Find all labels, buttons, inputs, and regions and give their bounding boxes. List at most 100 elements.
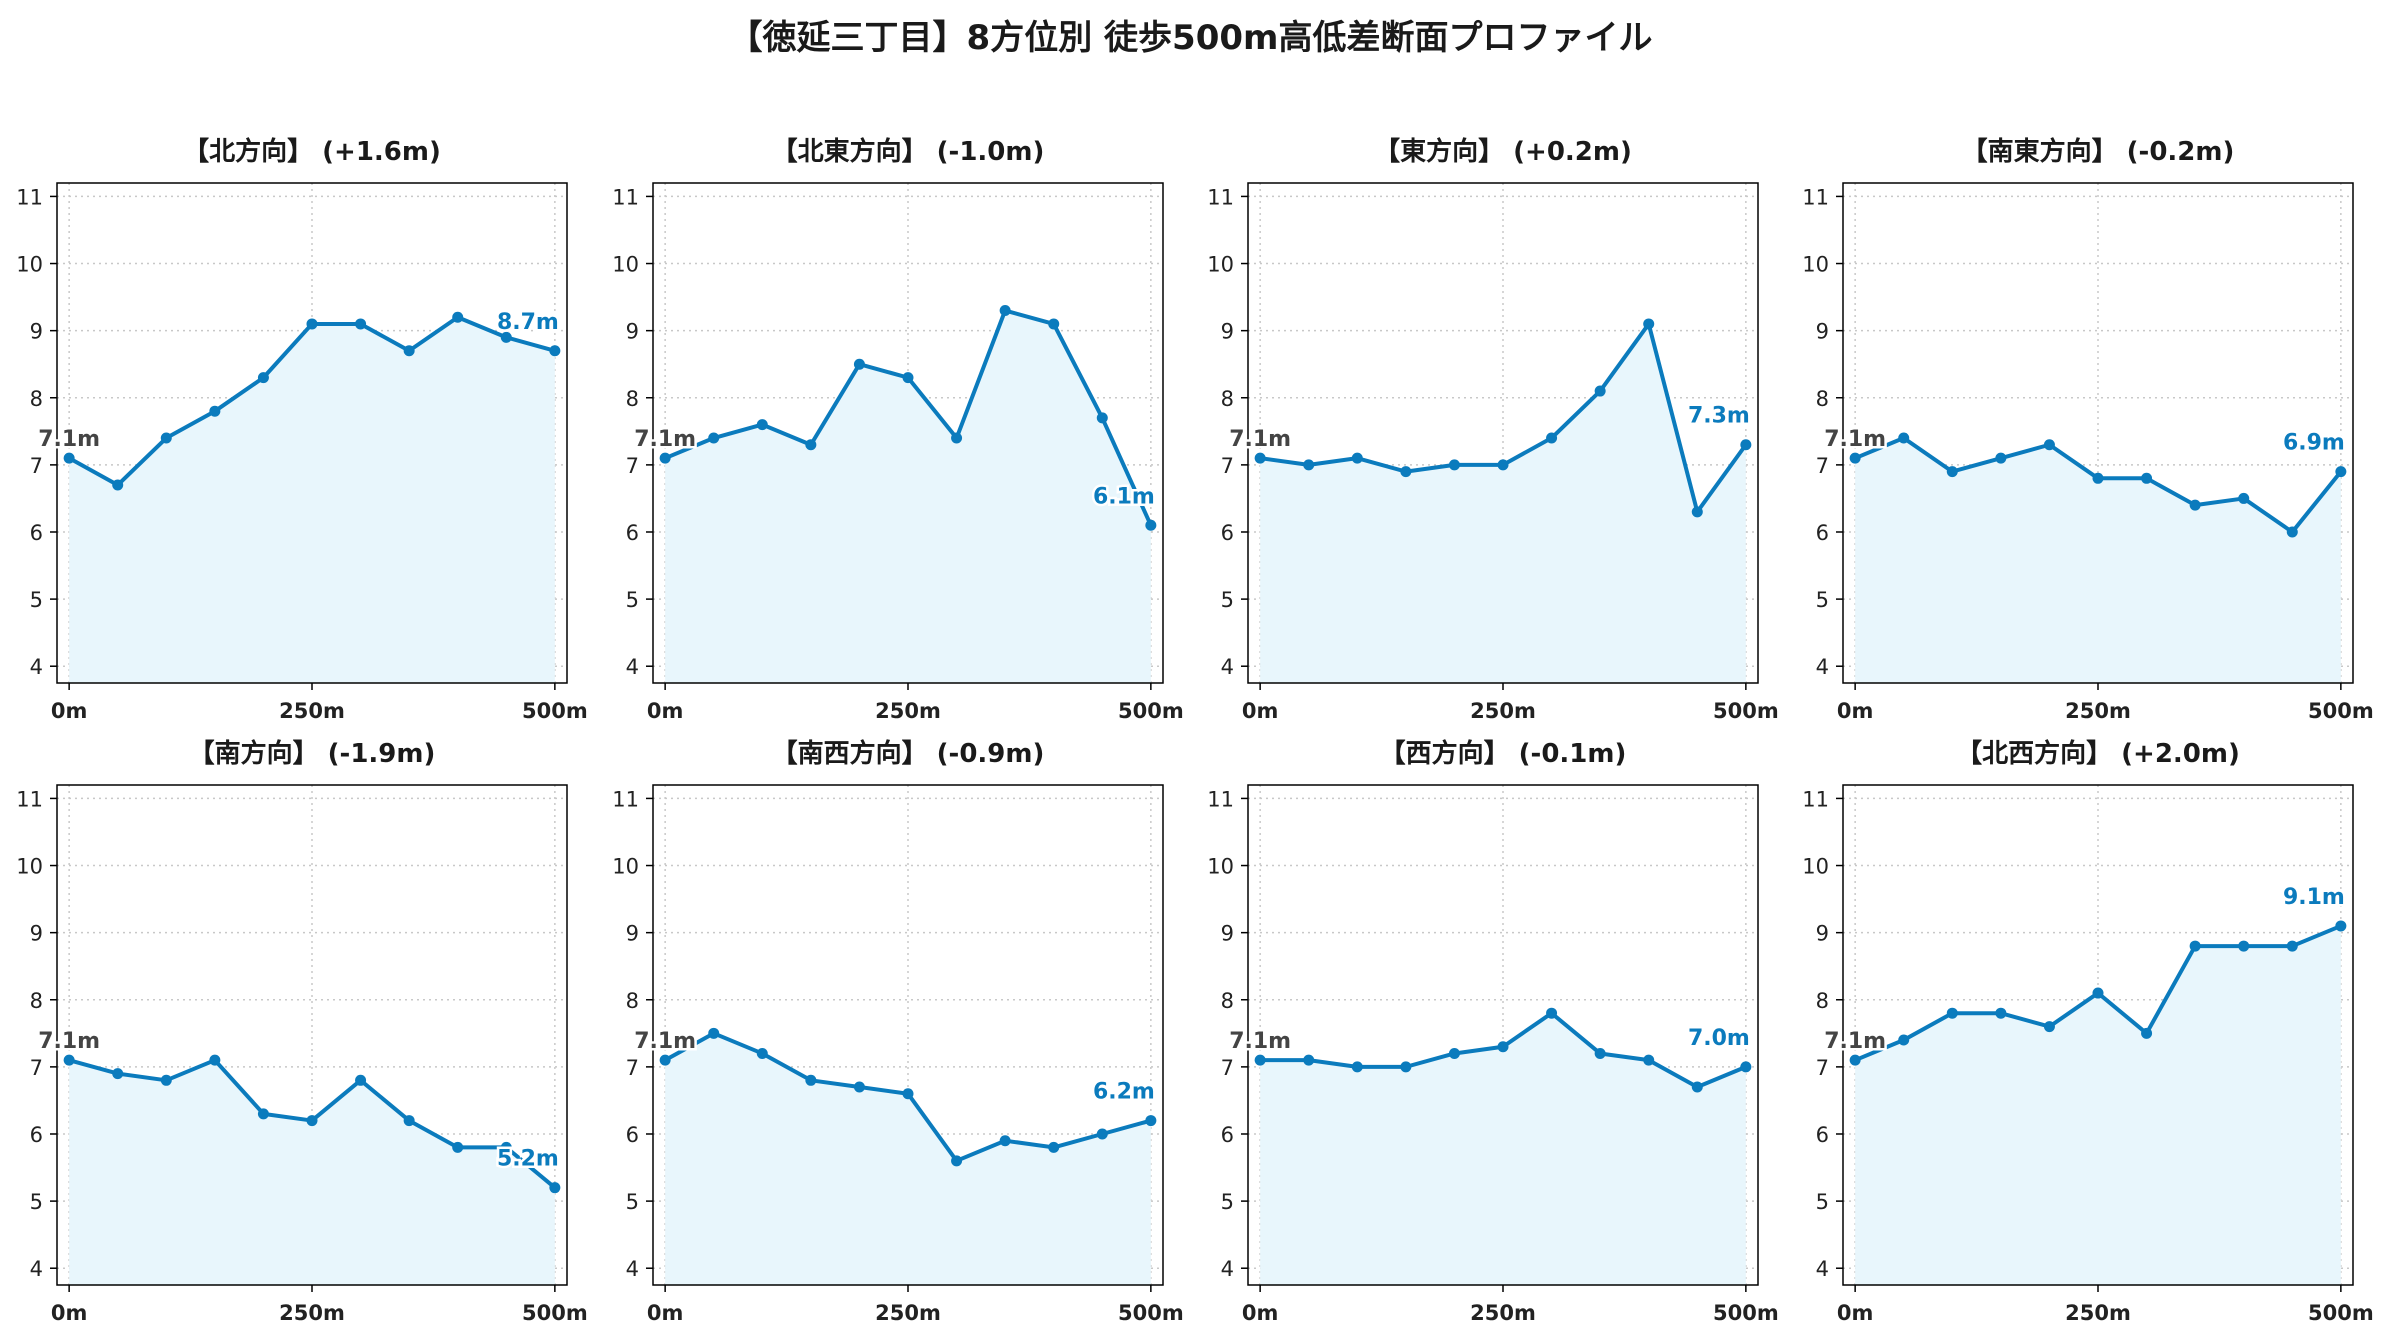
y-tick-label: 5 <box>30 1190 43 1214</box>
end-value-label: 9.1m <box>2283 885 2345 910</box>
data-point <box>2141 1027 2153 1039</box>
subplot-title: 【南西方向】 (-0.9m) <box>772 738 1045 769</box>
data-point <box>1594 385 1606 397</box>
data-point <box>1946 466 1958 478</box>
x-tick-label: 0m <box>647 699 684 723</box>
data-point <box>1497 1041 1509 1053</box>
y-tick-label: 9 <box>1816 922 1829 946</box>
x-tick-label: 250m <box>2065 699 2131 723</box>
y-tick-label: 9 <box>30 922 43 946</box>
data-point <box>2238 492 2250 504</box>
x-tick-label: 250m <box>1470 1301 1536 1325</box>
y-tick-label: 6 <box>626 521 639 545</box>
data-point <box>452 1141 464 1153</box>
x-tick-label: 500m <box>2308 699 2374 723</box>
data-point <box>805 1074 817 1086</box>
data-point <box>1145 519 1157 531</box>
y-tick-label: 8 <box>1221 989 1234 1013</box>
end-value-label: 7.3m <box>1688 404 1750 429</box>
y-tick-label: 6 <box>626 1123 639 1147</box>
x-tick-label: 250m <box>875 1301 941 1325</box>
end-value-label: 6.1m <box>1093 484 1155 509</box>
chart-panel-5: 【南方向】 (-1.9m) 4 5 6 7 8 9 10 11 0m 250m 500m 7.1m 5.2… <box>16 738 587 1325</box>
area-fill <box>69 317 555 683</box>
data-point <box>1995 1007 2007 1019</box>
data-point <box>708 1027 720 1039</box>
area-fill <box>1855 438 2341 683</box>
data-point <box>403 345 415 357</box>
data-point <box>257 1108 269 1120</box>
end-value-label: 7.0m <box>1688 1026 1750 1051</box>
data-point <box>355 318 367 330</box>
subplot-title: 【東方向】 (+0.2m) <box>1374 136 1632 167</box>
data-point <box>756 1047 768 1059</box>
data-point <box>403 1115 415 1127</box>
data-point <box>1351 1061 1363 1073</box>
y-tick-label: 4 <box>1816 1257 1829 1281</box>
data-point <box>1303 459 1315 471</box>
y-tick-label: 4 <box>30 655 43 679</box>
data-point <box>257 372 269 384</box>
y-tick-label: 11 <box>16 787 43 811</box>
x-tick-label: 0m <box>1837 699 1874 723</box>
y-tick-label: 11 <box>612 787 639 811</box>
data-point <box>452 311 464 323</box>
y-tick-label: 5 <box>626 1190 639 1214</box>
y-tick-label: 11 <box>1802 185 1829 209</box>
data-point <box>1740 1061 1752 1073</box>
y-tick-label: 8 <box>626 989 639 1013</box>
data-point <box>1254 452 1266 464</box>
y-tick-label: 10 <box>16 253 43 277</box>
y-tick-label: 5 <box>30 588 43 612</box>
y-tick-label: 10 <box>16 855 43 879</box>
data-point <box>549 1182 561 1194</box>
data-point <box>1303 1054 1315 1066</box>
end-value-label: 6.2m <box>1093 1080 1155 1105</box>
data-point <box>500 1141 512 1153</box>
data-point <box>1740 439 1752 451</box>
data-point <box>2286 526 2298 538</box>
data-point <box>951 1155 963 1167</box>
subplot-title: 【北方向】 (+1.6m) <box>183 136 441 167</box>
data-point <box>1448 1047 1460 1059</box>
subplot-title: 【南方向】 (-1.9m) <box>189 738 436 769</box>
area-fill <box>665 1033 1151 1285</box>
y-tick-label: 6 <box>1221 521 1234 545</box>
x-tick-label: 500m <box>2308 1301 2374 1325</box>
y-tick-label: 4 <box>626 655 639 679</box>
x-tick-label: 250m <box>875 699 941 723</box>
y-tick-label: 5 <box>1221 1190 1234 1214</box>
data-point <box>1546 1007 1558 1019</box>
x-tick-label: 500m <box>522 699 588 723</box>
data-point <box>1691 506 1703 518</box>
area-fill <box>665 310 1151 683</box>
y-tick-label: 7 <box>626 454 639 478</box>
end-value-label: 8.7m <box>497 310 559 335</box>
start-value-label: 7.1m <box>38 1029 100 1054</box>
y-tick-label: 8 <box>30 989 43 1013</box>
subplot-title: 【南東方向】 (-0.2m) <box>1962 136 2235 167</box>
y-tick-label: 6 <box>1221 1123 1234 1147</box>
x-tick-label: 0m <box>1242 699 1279 723</box>
y-tick-label: 7 <box>1221 454 1234 478</box>
data-point <box>1594 1047 1606 1059</box>
data-point <box>1400 466 1412 478</box>
y-tick-label: 8 <box>626 387 639 411</box>
data-point <box>1898 1034 1910 1046</box>
x-tick-label: 500m <box>1118 699 1184 723</box>
y-tick-label: 8 <box>1221 387 1234 411</box>
y-tick-label: 9 <box>626 320 639 344</box>
chart-panel-7: 【西方向】 (-0.1m) 4 5 6 7 8 9 10 11 0m 250m 500m 7.1m 7.0… <box>1207 738 1778 1325</box>
y-tick-label: 7 <box>626 1056 639 1080</box>
data-point <box>708 432 720 444</box>
y-tick-label: 11 <box>1207 787 1234 811</box>
y-tick-label: 9 <box>1221 922 1234 946</box>
area-fill <box>1260 323 1746 683</box>
y-tick-label: 4 <box>1221 655 1234 679</box>
x-tick-label: 0m <box>51 1301 88 1325</box>
data-point <box>1351 452 1363 464</box>
x-tick-label: 0m <box>1837 1301 1874 1325</box>
y-tick-label: 10 <box>1207 253 1234 277</box>
y-tick-label: 9 <box>30 320 43 344</box>
